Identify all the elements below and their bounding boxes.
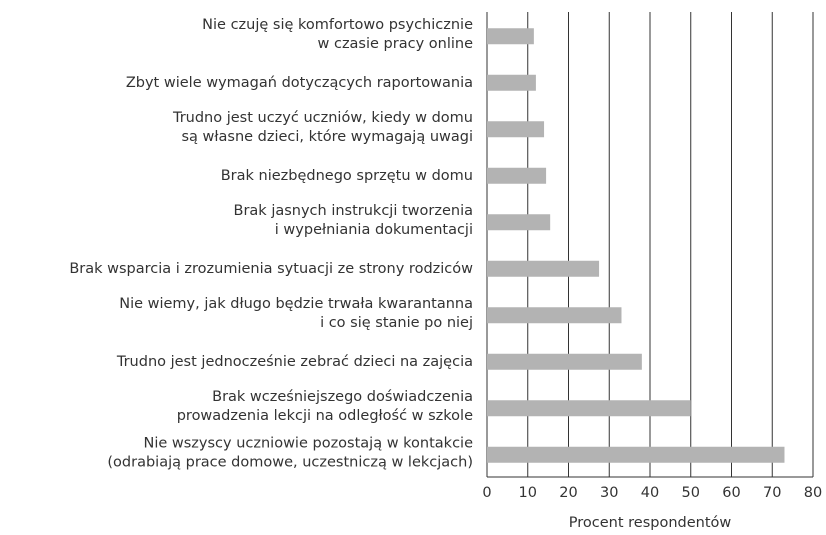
- y-tick-label: Brak wcześniejszego doświadczenia: [212, 389, 473, 405]
- bar: [487, 260, 600, 277]
- y-tick-label: Brak jasnych instrukcji tworzenia: [234, 203, 473, 219]
- x-axis-title: Procent respondentów: [569, 515, 732, 531]
- x-tick-label: 30: [600, 485, 618, 501]
- y-tick-label: Nie wszyscy uczniowie pozostają w kontak…: [143, 435, 473, 451]
- y-tick-label: Nie wiemy, jak długo będzie trwała kwara…: [119, 296, 473, 312]
- x-tick-label: 70: [763, 485, 781, 501]
- bar: [487, 28, 534, 45]
- x-tick-label: 0: [482, 485, 491, 501]
- y-tick-label: i wypełniania dokumentacji: [275, 222, 473, 238]
- bar: [487, 74, 536, 91]
- bar: [487, 167, 547, 184]
- y-tick-label: prowadzenia lekcji na odległość w szkole: [177, 408, 473, 424]
- bar: [487, 121, 545, 138]
- x-tick-label: 10: [519, 485, 537, 501]
- bar: [487, 446, 785, 463]
- y-tick-label: są własne dzieci, które wymagają uwagi: [181, 129, 473, 145]
- bar: [487, 307, 622, 324]
- y-tick-label: Brak niezbędnego sprzętu w domu: [221, 168, 473, 184]
- x-tick-label: 80: [804, 485, 822, 501]
- y-tick-label: Trudno jest uczyć uczniów, kiedy w domu: [172, 110, 473, 126]
- y-tick-label: Trudno jest jednocześnie zebrać dzieci n…: [116, 354, 473, 370]
- bar: [487, 400, 691, 417]
- bar: [487, 214, 551, 231]
- x-tick-label: 20: [559, 485, 577, 501]
- x-tick-label: 50: [682, 485, 700, 501]
- bar: [487, 353, 642, 370]
- y-tick-label: (odrabiają prace domowe, uczestniczą w l…: [107, 454, 473, 470]
- y-tick-label: Nie czuję się komfortowo psychicznie: [202, 17, 473, 33]
- y-tick-label: Zbyt wiele wymagań dotyczących raportowa…: [126, 75, 473, 91]
- x-tick-label: 40: [641, 485, 659, 501]
- y-tick-label: w czasie pracy online: [318, 36, 474, 52]
- y-tick-label: Brak wsparcia i zrozumienia sytuacji ze …: [69, 261, 473, 277]
- x-tick-label: 60: [722, 485, 740, 501]
- y-tick-label: i co się stanie po niej: [320, 315, 473, 331]
